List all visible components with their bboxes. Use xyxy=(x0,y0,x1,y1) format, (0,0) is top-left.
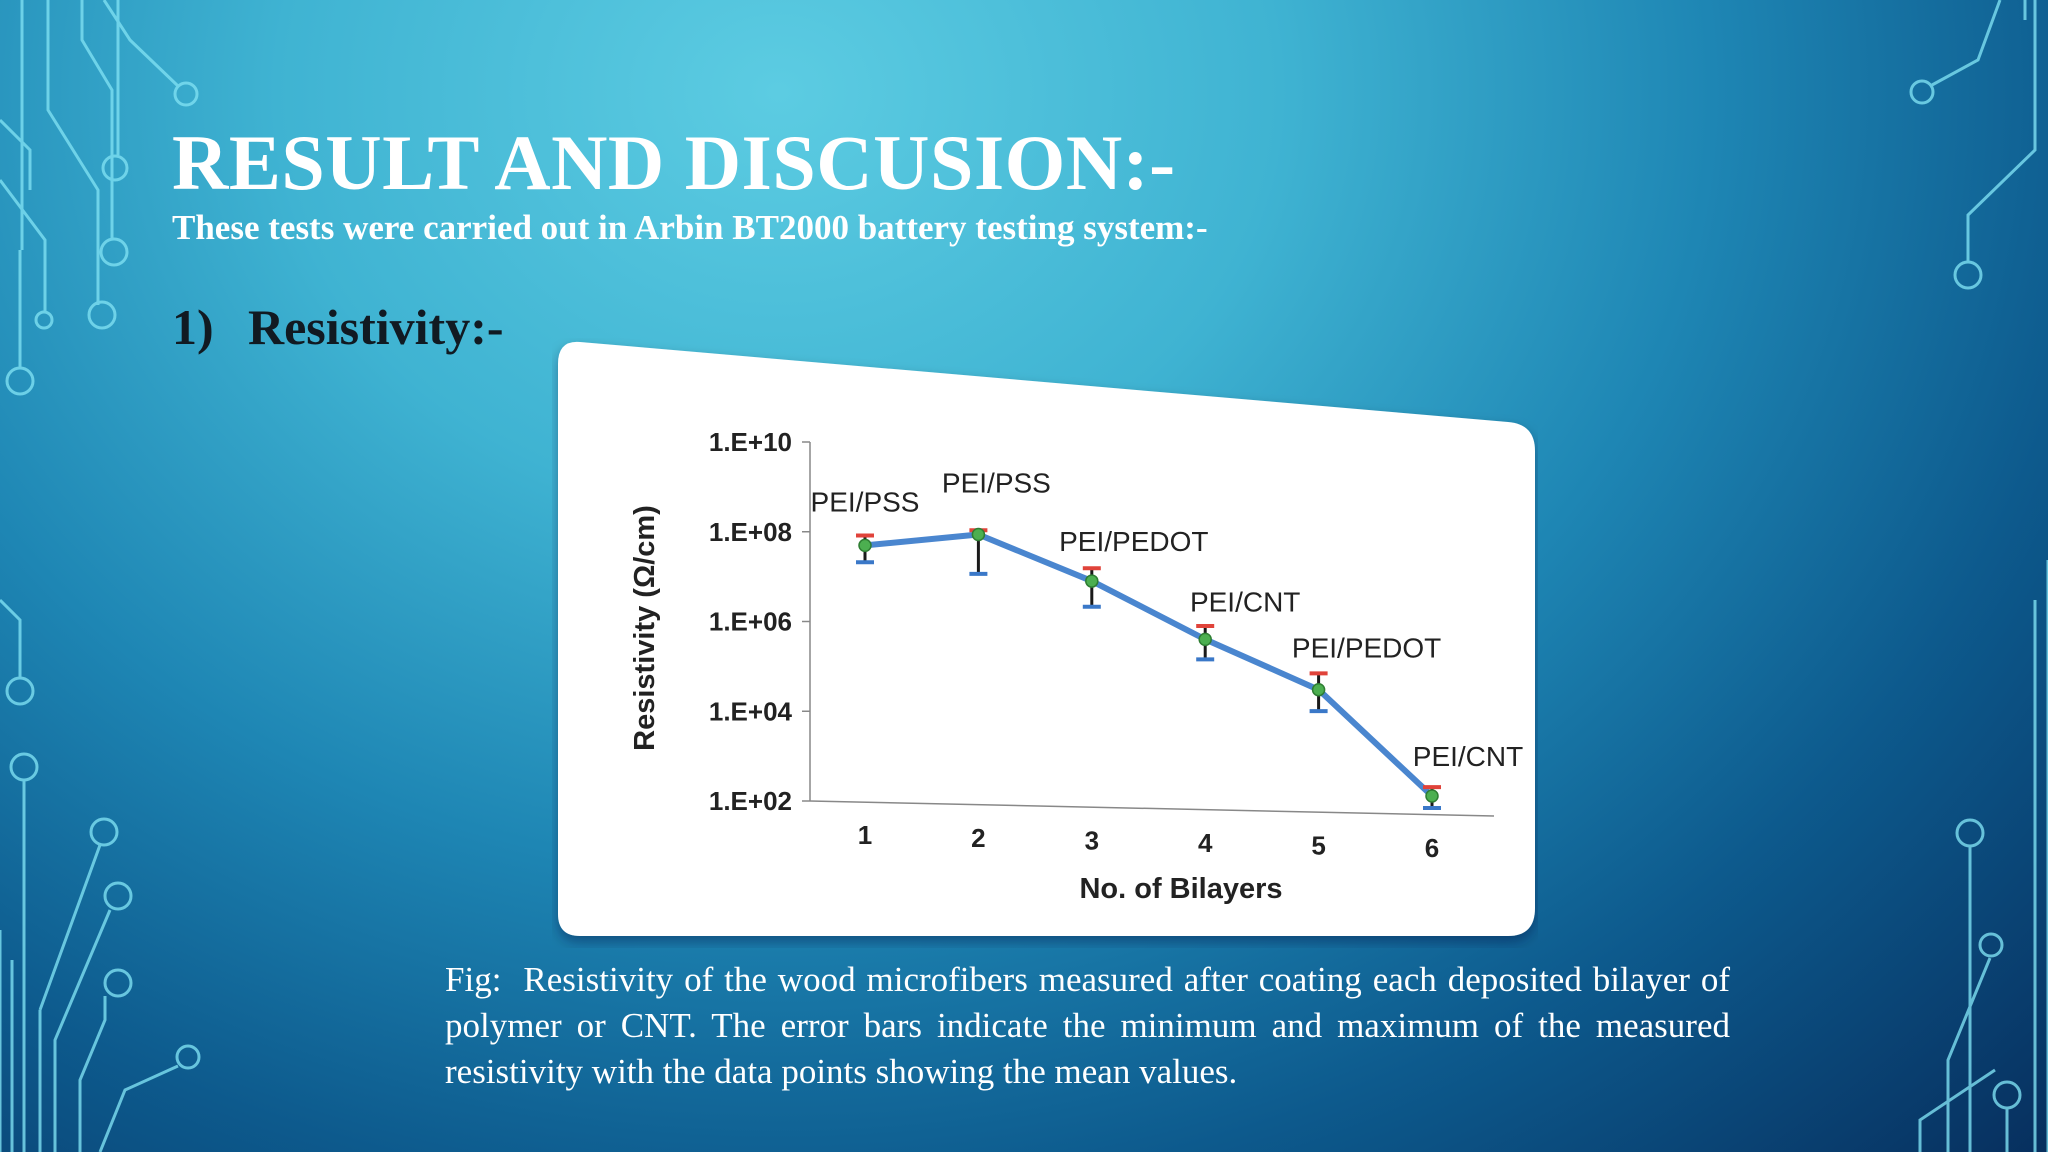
section-label: Resistivity:- xyxy=(248,299,504,355)
x-tick-label: 5 xyxy=(1311,831,1325,861)
caption-prefix: Fig: xyxy=(445,960,502,999)
data-point-label: PEI/PEDOT xyxy=(1292,633,1441,664)
data-point-label: PEI/CNT xyxy=(1413,741,1523,772)
figure-caption: Fig: Resistivity of the wood microfibers … xyxy=(445,957,1730,1095)
data-point xyxy=(1085,574,1099,588)
data-point xyxy=(858,538,872,553)
series-line xyxy=(864,531,1435,799)
section-heading: 1) Resistivity:- xyxy=(172,298,504,356)
y-tick-label: 1.E+06 xyxy=(709,607,792,637)
slide-title: RESULT AND DISCUSION:- xyxy=(172,119,1176,206)
section-number: 1) xyxy=(172,299,214,355)
data-point xyxy=(971,527,986,542)
y-tick-label: 1.E+02 xyxy=(709,786,792,816)
y-axis-title: Resistivity (Ω/cm) xyxy=(629,505,661,751)
y-tick-label: 1.E+08 xyxy=(709,517,792,547)
data-point-label: PEI/PSS xyxy=(942,467,1051,498)
x-axis-line xyxy=(809,800,1495,817)
data-point-label: PEI/PSS xyxy=(811,486,920,517)
slide-subtitle: These tests were carried out in Arbin BT… xyxy=(172,208,1208,247)
caption-text: Resistivity of the wood microfibers meas… xyxy=(445,960,1730,1091)
x-tick-label: 1 xyxy=(858,820,872,850)
x-tick-label: 4 xyxy=(1198,828,1213,858)
x-axis-title: No. of Bilayers xyxy=(1079,873,1282,905)
x-tick-label: 3 xyxy=(1085,825,1099,855)
chart-card-background xyxy=(558,341,1535,936)
data-point xyxy=(1198,632,1212,647)
data-point xyxy=(1311,682,1326,697)
data-point-label: PEI/CNT xyxy=(1190,586,1300,617)
y-tick-label: 1.E+10 xyxy=(709,427,792,457)
y-tick-label: 1.E+04 xyxy=(709,696,793,726)
data-point xyxy=(1425,789,1439,803)
data-point-label: PEI/PEDOT xyxy=(1059,526,1208,557)
resistivity-chart: 1.E+02 1.E+04 1.E+06 1.E+08 1.E+10 1 2 3 4 5 6 No. … xyxy=(558,341,1535,936)
x-tick-label: 2 xyxy=(971,823,985,853)
x-tick-label: 6 xyxy=(1425,833,1439,863)
